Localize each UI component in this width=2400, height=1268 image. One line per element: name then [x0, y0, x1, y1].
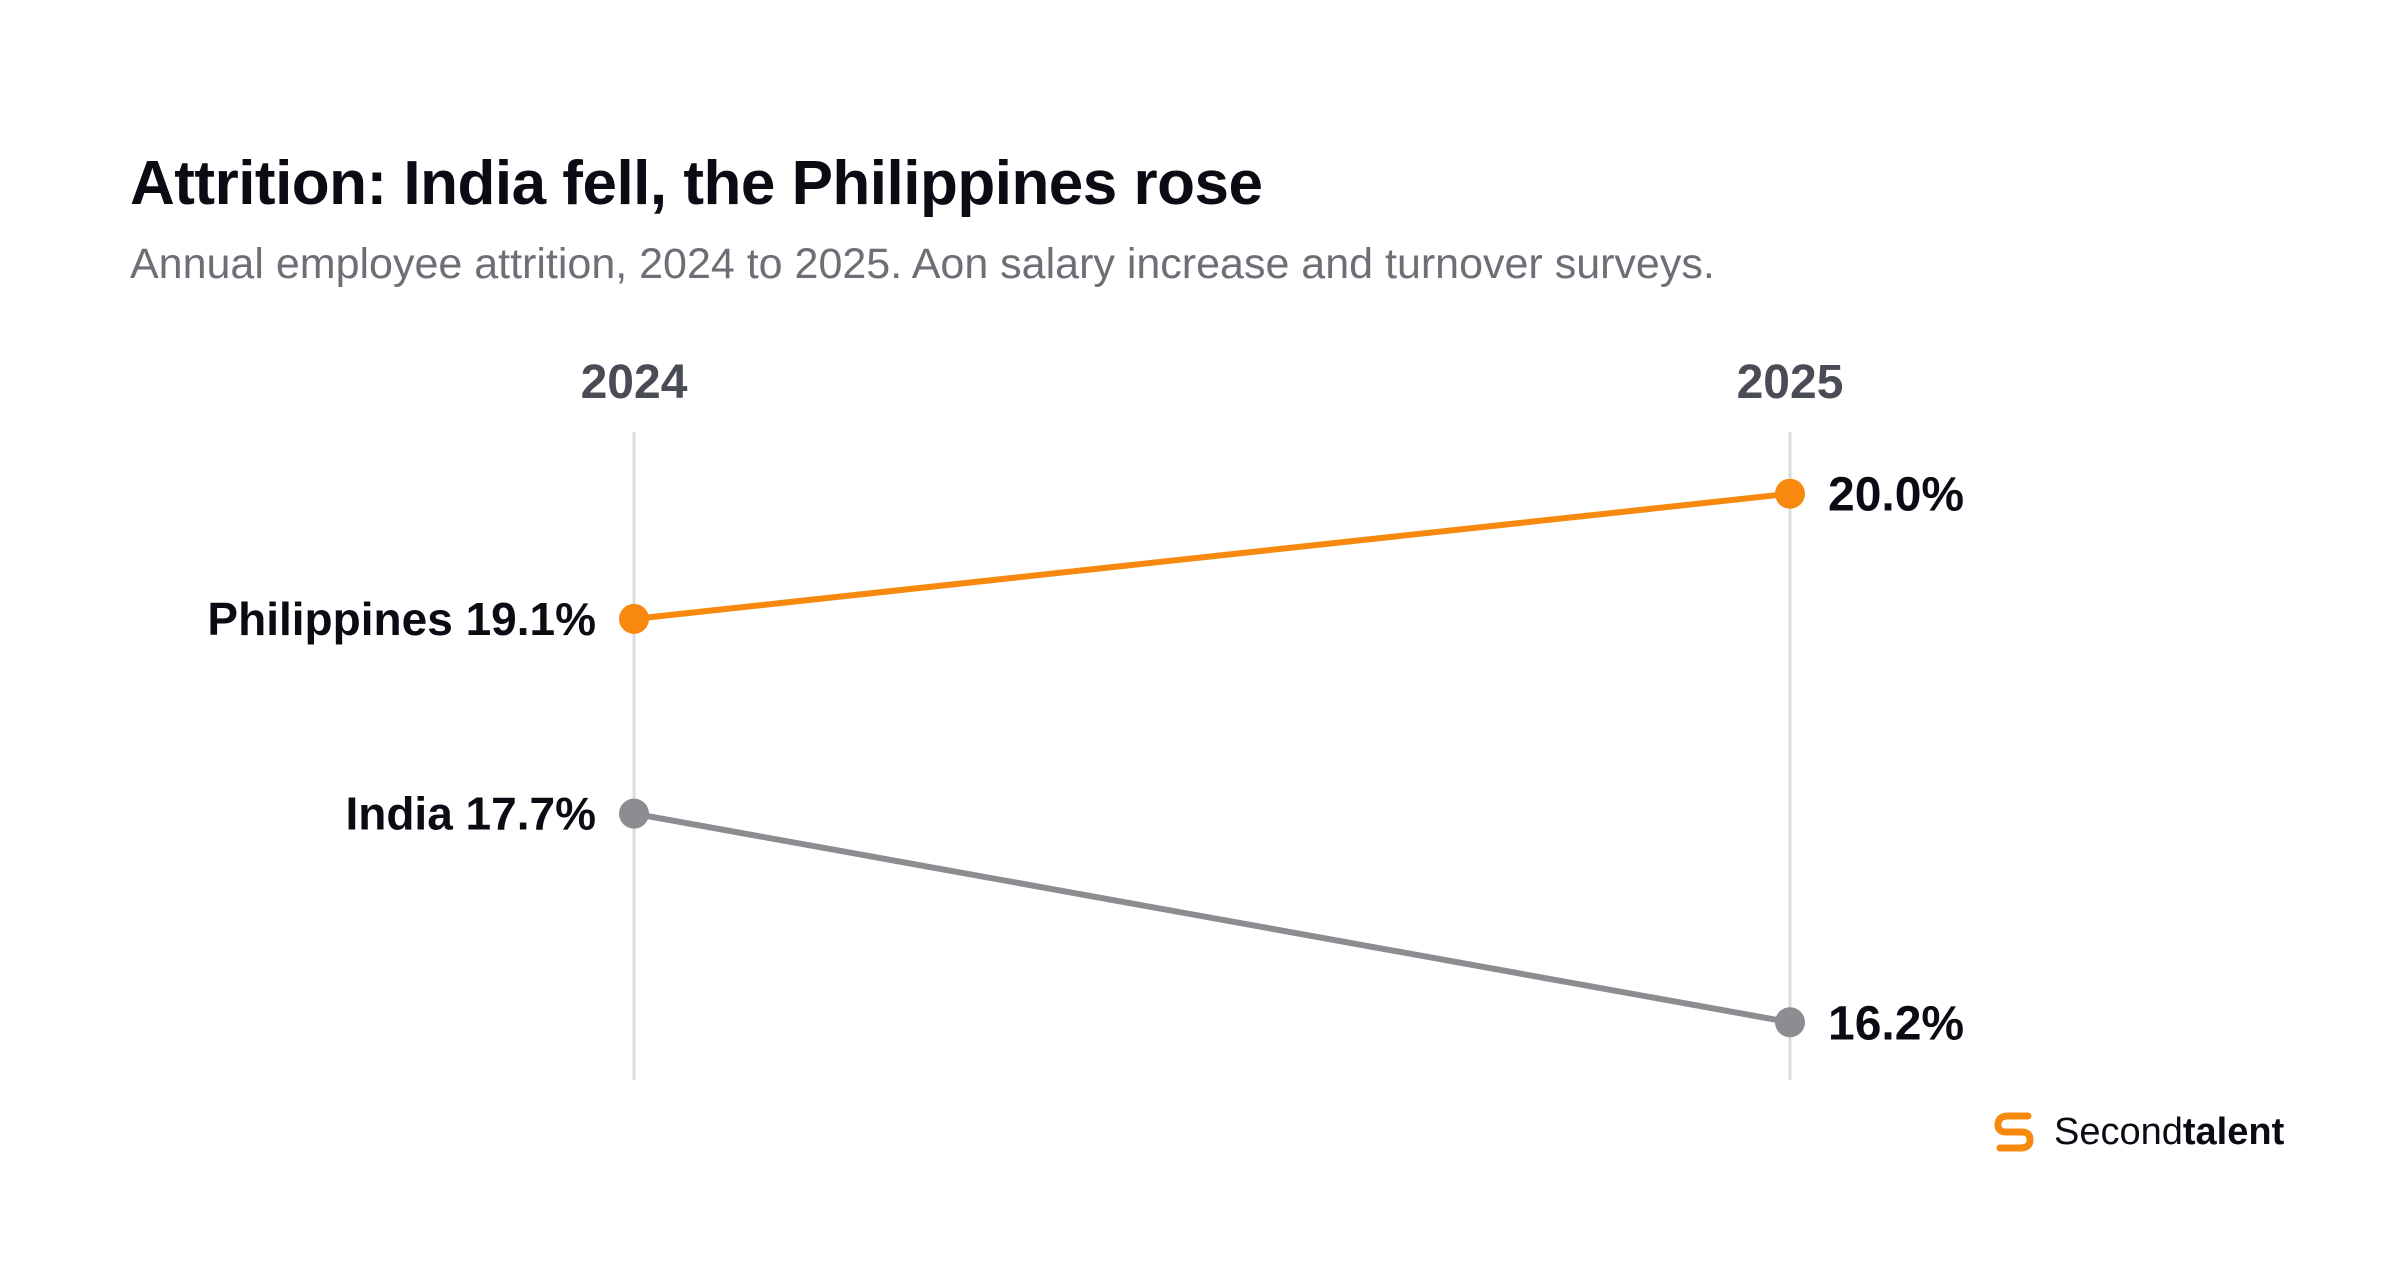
start-label-philippines: Philippines 19.1%: [207, 593, 596, 645]
brand-name-light: Second: [2054, 1110, 2183, 1153]
end-label-india: 16.2%: [1828, 997, 1964, 1050]
series-line-india: [631, 810, 1793, 1026]
axis-label-2024: 2024: [581, 356, 688, 409]
secondtalent-logo-icon: [1994, 1112, 2034, 1152]
chart-subtitle: Annual employee attrition, 2024 to 2025.…: [130, 240, 1715, 288]
chart-title: Attrition: India fell, the Philippines r…: [130, 149, 1263, 218]
brand-logo: Secondtalent: [1988, 1106, 2284, 1158]
start-label-india: India 17.7%: [345, 788, 596, 840]
point-philippines-2025: [1775, 478, 1805, 509]
brand-wordmark: Secondtalent: [2054, 1111, 2284, 1154]
brand-name-bold: talent: [2182, 1110, 2285, 1153]
point-philippines-2024: [619, 603, 649, 634]
series-line-philippines: [631, 490, 1793, 622]
axis-label-2025: 2025: [1737, 356, 1844, 409]
end-label-philippines: 20.0%: [1828, 469, 1964, 522]
point-india-2024: [619, 798, 649, 829]
point-india-2025: [1775, 1007, 1805, 1038]
